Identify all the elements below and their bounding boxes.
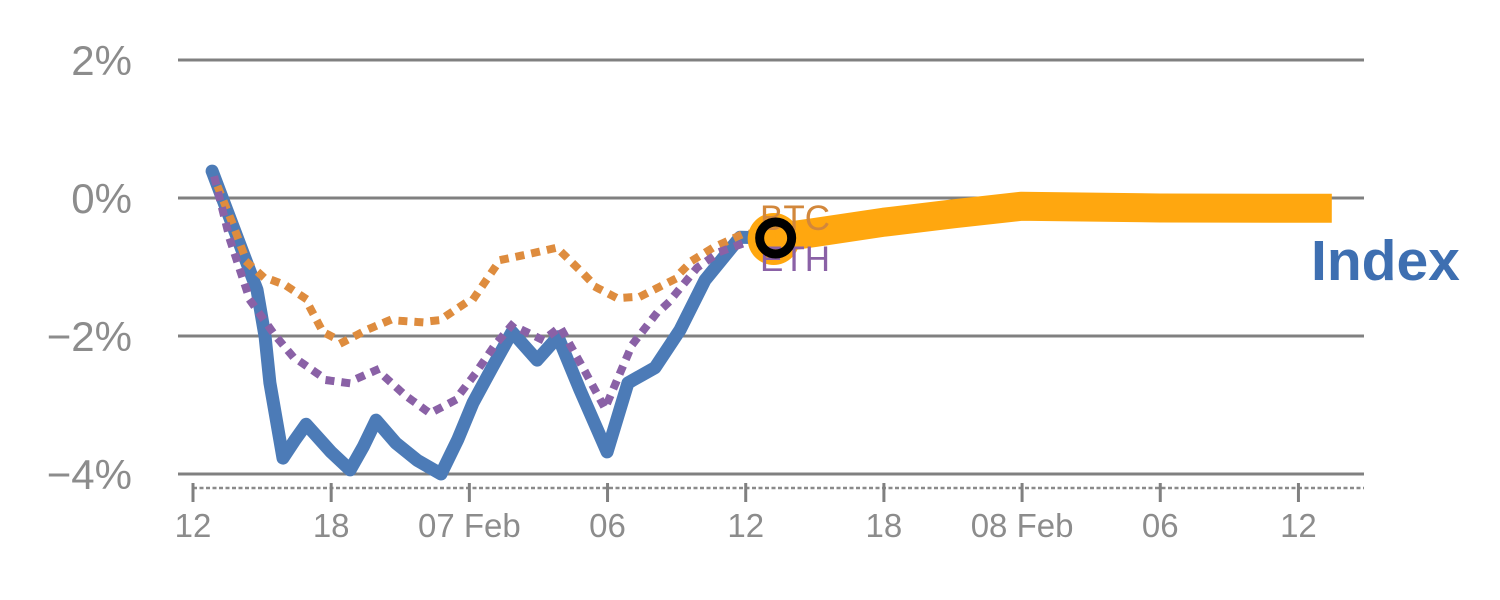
x-axis-tick-label: 06 <box>589 507 626 544</box>
index-series-label: Index <box>1311 229 1460 293</box>
x-axis-tick-label: 18 <box>866 507 903 544</box>
x-axis-tick-label: 07 Feb <box>418 507 521 544</box>
y-axis-tick-label: −2% <box>47 313 132 360</box>
x-axis-tick-label: 12 <box>727 507 764 544</box>
x-axis-tick-label: 08 Feb <box>971 507 1074 544</box>
index-line <box>205 164 783 481</box>
current-point-marker-ring-icon <box>755 217 797 259</box>
y-axis-tick-label: 0% <box>71 175 132 222</box>
y-axis-tick-label: −4% <box>47 451 132 498</box>
btc-line <box>213 184 767 347</box>
x-axis-tick-label: 06 <box>1142 507 1179 544</box>
eth-line <box>210 175 776 418</box>
chart-plot-area: 2% 0% −2% −4% 12 18 07 Feb 06 12 18 08 Feb 06 12 <box>47 37 1364 544</box>
x-axis-tick-label: 12 <box>175 507 212 544</box>
y-axis-tick-label: 2% <box>71 37 132 84</box>
index-forecast-band <box>773 191 1332 253</box>
eth-series-label: ETH <box>760 240 830 279</box>
x-axis-tick-label: 18 <box>313 507 350 544</box>
x-axis-tick-label: 12 <box>1280 507 1317 544</box>
